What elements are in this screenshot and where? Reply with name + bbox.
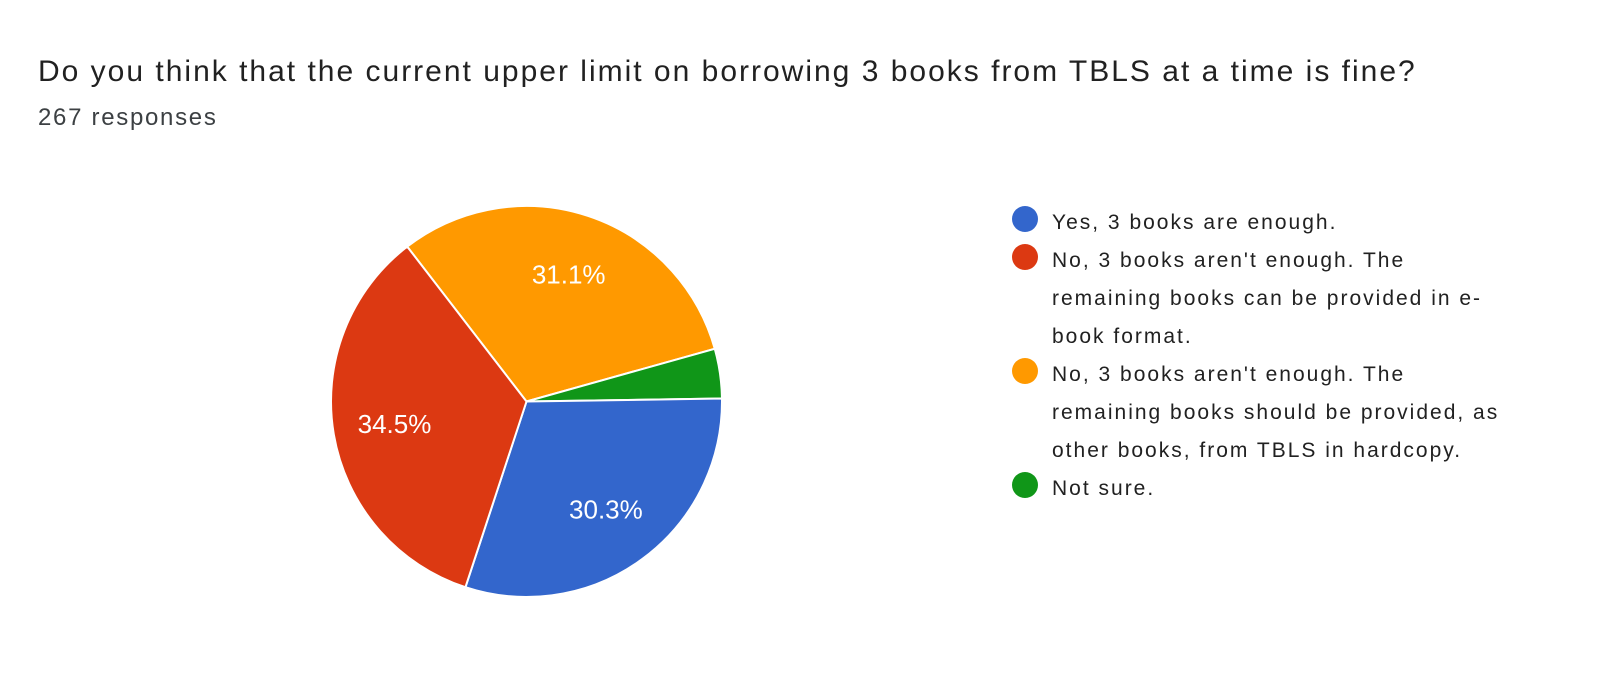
svg-text:31.1%: 31.1%: [532, 259, 606, 289]
svg-text:34.5%: 34.5%: [358, 409, 432, 439]
svg-text:30.3%: 30.3%: [569, 494, 643, 524]
